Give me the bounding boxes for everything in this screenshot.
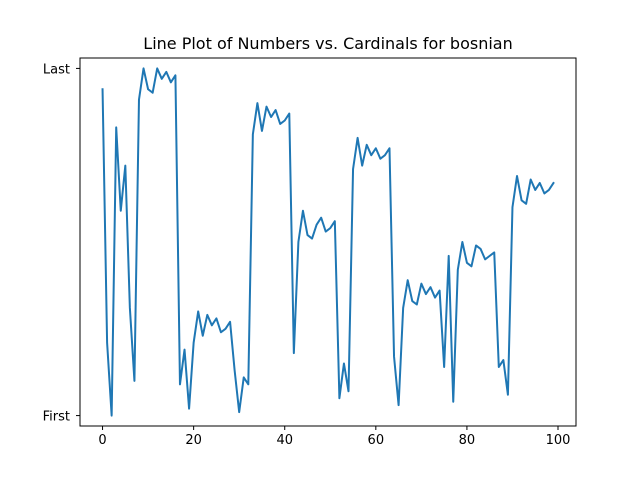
chart-title: Line Plot of Numbers vs. Cardinals for b… (143, 34, 512, 53)
x-tick-label: 20 (185, 433, 202, 448)
y-tick-label: First (43, 410, 70, 425)
x-tick-label: 60 (368, 433, 385, 448)
series-layer (101, 67, 555, 417)
x-tick-label: 0 (98, 433, 106, 448)
series-line (101, 67, 555, 417)
plot-frame (79, 57, 577, 427)
x-tick-label: 40 (276, 433, 293, 448)
y-tick-label: Last (43, 62, 70, 77)
x-tick-label: 100 (546, 433, 571, 448)
x-tick-label: 80 (459, 433, 476, 448)
ticks-layer: 0 20 40 60 80 100 First Last (43, 62, 571, 448)
